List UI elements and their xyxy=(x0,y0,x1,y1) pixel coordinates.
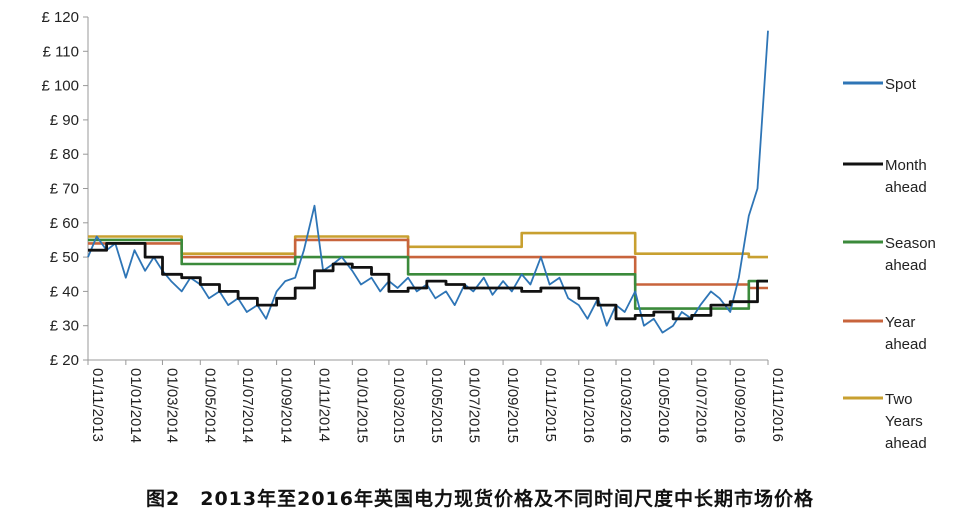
y-tick-label: £ 110 xyxy=(43,43,79,60)
x-tick-label: 01/05/2016 xyxy=(655,368,672,443)
x-tick-label: 01/03/2015 xyxy=(390,368,407,443)
y-tick-label: £ 70 xyxy=(50,181,79,198)
x-tick-label: 01/07/2015 xyxy=(466,368,483,443)
legend-label-month: Month ahead xyxy=(885,157,927,196)
series-line-month xyxy=(88,242,768,321)
y-tick-label: £ 20 xyxy=(50,352,79,369)
legend-label-year: Year ahead xyxy=(885,314,927,353)
series-line-twoyear xyxy=(88,231,768,259)
y-tick-label: £ 100 xyxy=(41,78,79,95)
x-tick-label: 01/11/2014 xyxy=(315,368,332,442)
x-tick-label: 01/11/2013 xyxy=(89,368,106,442)
y-tick-label: £ 90 xyxy=(50,112,79,129)
legend-label-twoyear: Two Years ahead xyxy=(885,391,927,452)
y-tick-label: £ 120 xyxy=(41,9,79,26)
y-tick-label: £ 40 xyxy=(50,283,79,300)
legend-label-season: Season ahead xyxy=(885,235,936,274)
x-tick-label: 01/01/2015 xyxy=(353,368,370,443)
price-chart: £ 20 £ 30 £ 40 £ 50 £ 60 £ 70 £ 80 £ 90 £ 100 £ 1… xyxy=(41,9,936,452)
x-tick-label: 01/11/2016 xyxy=(769,368,786,442)
figure-caption: 图2 2013年至2016年英国电力现货价格及不同时间尺度中长期市场价格 xyxy=(146,488,814,510)
x-tick-label: 01/11/2015 xyxy=(542,368,559,442)
x-tick-label: 01/03/2016 xyxy=(617,368,634,443)
legend-label-spot: Spot xyxy=(885,76,917,93)
y-tick-label: £ 80 xyxy=(50,146,79,163)
x-tick-label: 01/05/2014 xyxy=(201,368,218,443)
y-tick-label: £ 30 xyxy=(50,318,79,335)
x-tick-label: 01/07/2016 xyxy=(693,368,710,443)
x-tick-label: 01/07/2014 xyxy=(239,368,256,443)
y-tick-label: £ 50 xyxy=(50,249,79,266)
x-tick-label: 01/09/2014 xyxy=(278,368,295,443)
x-tick-label: 01/09/2016 xyxy=(731,368,748,443)
x-tick-label: 01/05/2015 xyxy=(428,368,445,443)
x-tick-label: 01/09/2015 xyxy=(504,368,521,443)
series-line-season xyxy=(88,238,768,310)
x-tick-label: 01/03/2014 xyxy=(163,368,180,443)
x-tick-label: 01/01/2014 xyxy=(127,368,144,443)
y-tick-label: £ 60 xyxy=(50,215,79,232)
x-tick-label: 01/01/2016 xyxy=(580,368,597,443)
